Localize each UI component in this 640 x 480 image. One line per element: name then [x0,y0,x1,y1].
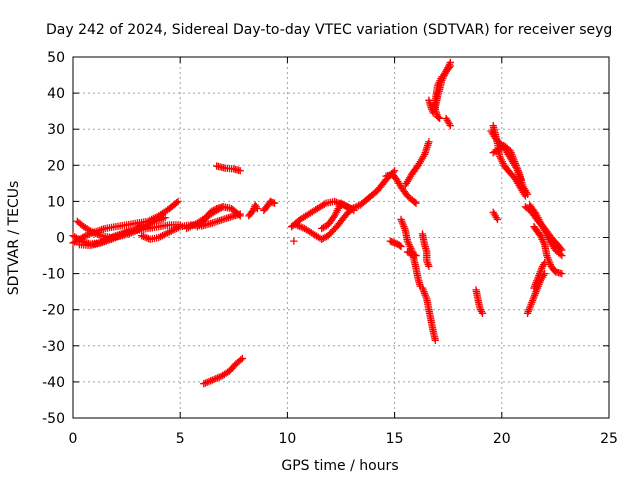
data-point [174,197,182,206]
data-point [438,73,446,81]
data-point [517,176,525,184]
x-tick-label: 10 [278,431,296,447]
data-point [434,113,443,122]
data-point [140,221,148,229]
y-tick-label: -30 [42,339,65,355]
y-tick-label: -10 [42,267,65,283]
chart-title: Day 242 of 2024, Sidereal Day-to-day VTE… [46,22,612,38]
data-point [493,215,502,224]
data-point [446,121,454,130]
y-tick-label: -40 [42,375,65,391]
y-tick-label: -20 [42,303,65,319]
data-point [396,241,404,250]
data-point [270,199,279,207]
data-markers [69,58,566,388]
data-point [412,251,420,260]
y-tick-label: 0 [56,231,65,247]
data-point [446,62,454,70]
data-point [523,190,532,198]
data-point [236,212,244,220]
y-tick-label: 10 [47,194,65,210]
data-point [161,213,169,222]
data-point [225,204,234,212]
y-axis-label: SDTVAR / TECUs [6,181,22,296]
y-tick-label: 30 [47,122,65,138]
data-point [350,206,358,215]
y-tick-label: 50 [47,50,65,66]
data-point [431,336,439,345]
data-point [253,204,262,213]
x-tick-label: 20 [493,431,511,447]
data-point [435,114,444,123]
data-point [478,309,487,317]
y-tick-label: 40 [47,86,65,102]
x-axis-label: GPS time / hours [281,458,398,474]
data-point [425,138,433,146]
data-point [290,237,298,245]
axis-ticks: 0 5 10 15 20 25 -50 -40 -30 -20 -10 0 10 20 30 40 50 [42,50,618,447]
x-tick-label: 0 [69,431,78,447]
y-tick-label: 20 [47,158,65,174]
data-point [236,167,244,175]
data-point [397,242,405,251]
x-tick-label: 5 [176,431,185,447]
data-point [412,199,420,207]
data-point [238,354,247,363]
x-tick-label: 15 [386,431,404,447]
data-point [425,262,433,271]
data-point [411,198,419,206]
y-tick-label: -50 [42,411,65,427]
x-tick-label: 25 [600,431,618,447]
data-point [541,259,549,267]
data-point [558,269,566,278]
data-point [558,251,566,260]
